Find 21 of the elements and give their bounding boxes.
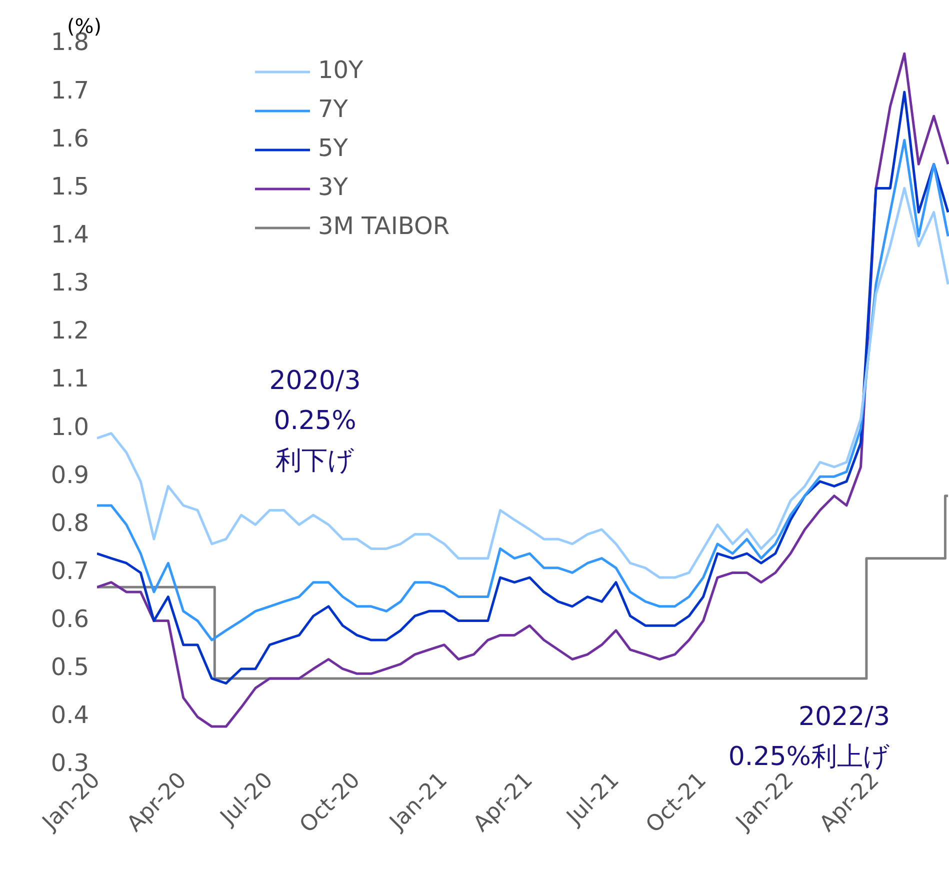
y-tick-label: 1.5 [50, 172, 89, 200]
y-tick-label: 1.7 [50, 76, 89, 104]
legend-label: 3M TAIBOR [318, 212, 450, 240]
y-tick-label: 1.4 [50, 220, 89, 248]
legend-label: 3Y [318, 173, 348, 202]
y-tick-label: 0.5 [50, 653, 89, 682]
y-tick-label: 0.6 [50, 605, 89, 634]
annotation: 2022/3 0.25%利上げ [728, 702, 890, 772]
y-tick-label: 0.7 [50, 556, 89, 585]
y-tick-label: 0.4 [50, 701, 89, 730]
legend-label: 5Y [318, 134, 348, 162]
y-tick-label: 1.6 [50, 124, 89, 152]
y-tick-label: 1.3 [50, 268, 89, 297]
legend-label: 7Y [318, 95, 348, 124]
y-tick-label: 0.9 [50, 460, 89, 489]
y-tick-label: 1.1 [50, 364, 89, 393]
legend-label: 10Y [318, 56, 364, 84]
y-tick-label: 0.8 [50, 508, 89, 537]
y-tick-label: 1.2 [50, 316, 89, 345]
annotation: 2020/3 0.25% 利下げ [269, 366, 361, 476]
y-tick-label: 1.0 [50, 412, 89, 441]
